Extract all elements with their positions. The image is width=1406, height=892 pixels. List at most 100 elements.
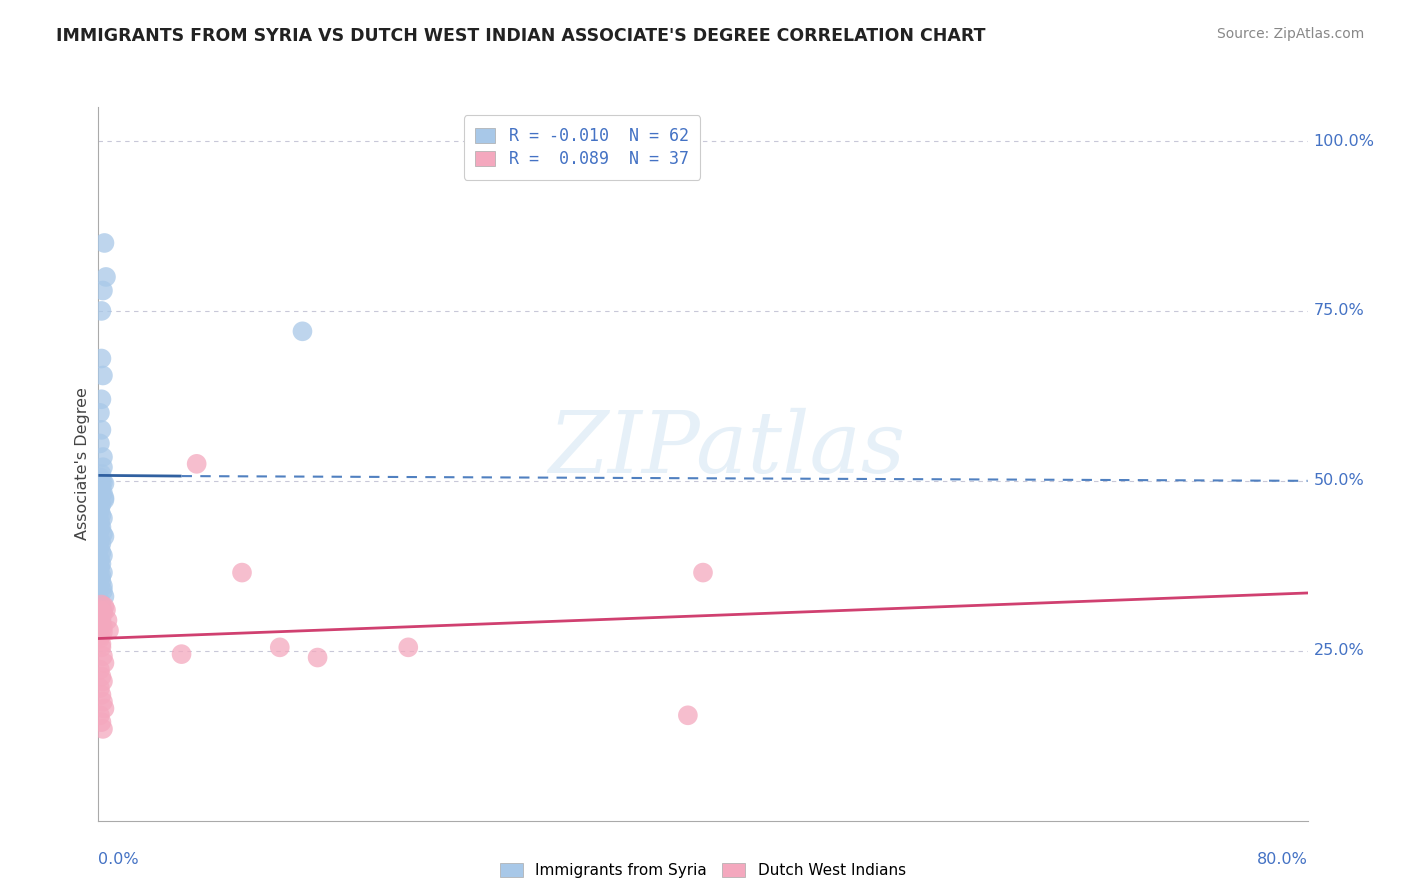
Text: 100.0%: 100.0% [1313, 134, 1375, 149]
Point [269, 640, 291, 655]
Point [91, 624, 114, 639]
Point [90, 598, 112, 612]
Point [89, 603, 111, 617]
Point [93, 492, 115, 507]
Point [94, 269, 117, 284]
Point [90, 574, 112, 589]
Point [89, 629, 111, 643]
Point [90, 545, 112, 559]
Point [89, 594, 111, 608]
Point [93, 235, 115, 250]
Point [91, 511, 114, 525]
Point [91, 460, 114, 475]
Point [89, 561, 111, 575]
Point [89, 558, 111, 573]
Point [91, 450, 114, 464]
Point [90, 715, 112, 730]
Point [89, 607, 111, 621]
Point [90, 304, 112, 318]
Point [93, 656, 115, 670]
Text: Source: ZipAtlas.com: Source: ZipAtlas.com [1216, 27, 1364, 41]
Point [89, 518, 111, 533]
Point [90, 599, 112, 614]
Point [96, 613, 118, 627]
Point [89, 523, 111, 537]
Point [89, 504, 111, 518]
Point [231, 566, 253, 580]
Point [91, 604, 114, 618]
Point [307, 650, 329, 665]
Point [91, 579, 114, 593]
Point [89, 552, 111, 566]
Point [91, 486, 114, 500]
Point [89, 608, 111, 623]
Point [89, 609, 111, 624]
Point [91, 649, 114, 664]
Point [91, 620, 114, 634]
Legend: R = -0.010  N = 62, R =  0.089  N = 37: R = -0.010 N = 62, R = 0.089 N = 37 [464, 115, 700, 179]
Point [89, 533, 111, 547]
Point [89, 613, 111, 627]
Point [90, 482, 112, 496]
Point [91, 583, 114, 598]
Point [90, 474, 112, 488]
Point [90, 640, 112, 655]
Text: 80.0%: 80.0% [1257, 852, 1308, 867]
Point [91, 607, 114, 621]
Text: ZIPatlas: ZIPatlas [548, 409, 905, 491]
Text: 50.0%: 50.0% [1313, 474, 1364, 488]
Point [90, 392, 112, 407]
Point [90, 569, 112, 583]
Point [89, 681, 111, 695]
Point [90, 557, 112, 571]
Point [90, 688, 112, 702]
Point [90, 520, 112, 534]
Point [89, 436, 111, 450]
Point [93, 701, 115, 715]
Point [93, 476, 115, 491]
Point [692, 566, 714, 580]
Point [91, 549, 114, 563]
Point [90, 351, 112, 366]
Text: IMMIGRANTS FROM SYRIA VS DUTCH WEST INDIAN ASSOCIATE'S DEGREE CORRELATION CHART: IMMIGRANTS FROM SYRIA VS DUTCH WEST INDI… [56, 27, 986, 45]
Point [90, 498, 112, 512]
Point [89, 515, 111, 529]
Point [90, 616, 112, 631]
Point [91, 526, 114, 541]
Point [89, 494, 111, 508]
Point [89, 501, 111, 516]
Text: 75.0%: 75.0% [1313, 303, 1364, 318]
Text: 0.0%: 0.0% [98, 852, 139, 867]
Point [90, 615, 112, 630]
Point [396, 640, 419, 655]
Text: 25.0%: 25.0% [1313, 643, 1364, 658]
Y-axis label: Associate's Degree: Associate's Degree [75, 387, 90, 541]
Point [89, 708, 111, 723]
Point [89, 632, 111, 646]
Point [291, 324, 314, 338]
Point [91, 284, 114, 298]
Point [94, 603, 117, 617]
Point [170, 647, 193, 661]
Point [90, 613, 112, 627]
Point [90, 508, 112, 522]
Point [90, 467, 112, 481]
Point [89, 570, 111, 584]
Point [89, 620, 111, 634]
Point [90, 669, 112, 683]
Point [91, 475, 114, 490]
Point [90, 423, 112, 437]
Point [90, 481, 112, 495]
Point [91, 722, 114, 736]
Point [91, 674, 114, 689]
Point [98, 624, 121, 638]
Legend: Immigrants from Syria, Dutch West Indians: Immigrants from Syria, Dutch West Indian… [494, 857, 912, 884]
Point [89, 663, 111, 677]
Point [89, 579, 111, 593]
Point [676, 708, 699, 723]
Point [186, 457, 208, 471]
Point [89, 470, 111, 484]
Point [90, 474, 112, 488]
Point [93, 599, 115, 614]
Point [91, 695, 114, 709]
